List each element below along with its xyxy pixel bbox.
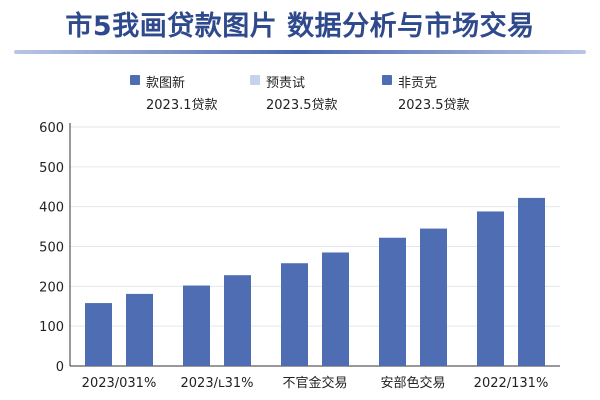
bar-1-3 bbox=[281, 263, 308, 366]
legend-label-1: 款图新 bbox=[146, 76, 186, 91]
bar-2-1 bbox=[126, 293, 153, 366]
bar-1-5 bbox=[477, 211, 504, 366]
bar-1-1 bbox=[85, 303, 112, 366]
legend-sublabel-3: 2023.5贷款 bbox=[398, 98, 470, 113]
y-tick-label: 500 bbox=[39, 161, 64, 176]
legend-sublabel-1: 2023.1贷款 bbox=[146, 98, 218, 113]
y-tick-label: 200 bbox=[39, 280, 64, 295]
bar-2-2 bbox=[224, 275, 251, 366]
legend-label-3: 非贡克 bbox=[398, 76, 438, 91]
y-tick-label: 400 bbox=[39, 201, 64, 216]
legend-swatch-3 bbox=[382, 75, 392, 85]
legend-sublabel-2: 2023.5贷款 bbox=[266, 98, 338, 113]
y-tick-label: 0 bbox=[56, 360, 64, 375]
bar-2-3 bbox=[322, 252, 349, 366]
legend-swatch-2 bbox=[250, 75, 260, 85]
y-tick-label: 500 bbox=[39, 241, 64, 256]
x-tick-label: 2023/031% bbox=[82, 376, 157, 391]
bar-1-4 bbox=[379, 237, 406, 366]
bar-2-5 bbox=[518, 197, 545, 366]
x-tick-label: 2022/131% bbox=[474, 376, 549, 391]
legend-label-2: 预责试 bbox=[266, 76, 306, 91]
x-tick-label: 安部色交易 bbox=[380, 375, 445, 391]
legend-swatch-1 bbox=[130, 75, 140, 85]
y-tick-label: 100 bbox=[39, 320, 64, 335]
y-tick-label: 600 bbox=[39, 121, 64, 136]
chart-title: 市5我画贷款图片 数据分析与市场交易 bbox=[65, 11, 535, 42]
x-tick-label: 不官金交易 bbox=[282, 375, 347, 391]
bar-1-2 bbox=[183, 285, 210, 366]
title-divider bbox=[14, 50, 586, 54]
x-tick-label: 2023/ʟ31% bbox=[181, 376, 254, 391]
bar-2-4 bbox=[420, 228, 447, 366]
